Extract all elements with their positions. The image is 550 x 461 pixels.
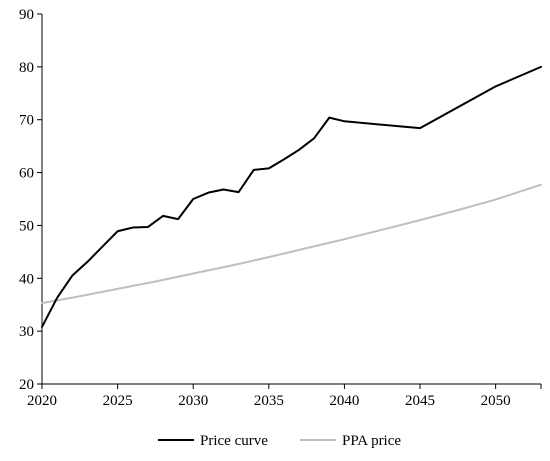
y-tick-label: 50 <box>19 218 34 234</box>
legend-ppa-price-label: PPA price <box>342 433 401 449</box>
y-tick-label: 70 <box>19 113 34 129</box>
x-tick-label: 2030 <box>178 393 208 409</box>
series-line-ppa-price <box>41 183 542 305</box>
y-tick-label: 20 <box>19 377 34 393</box>
x-tick-label: 2025 <box>103 393 133 409</box>
x-tick-label: 2040 <box>329 393 359 409</box>
x-tick-label: 2035 <box>254 393 284 409</box>
y-tick-label: 60 <box>19 166 34 182</box>
y-tick-label: 40 <box>19 271 34 287</box>
legend: Price curve PPA price <box>158 433 401 449</box>
x-tick-label: 2050 <box>481 393 511 409</box>
legend-price-curve-label: Price curve <box>200 433 268 449</box>
y-tick-label: 30 <box>19 324 34 340</box>
y-tick-label: 80 <box>19 60 34 76</box>
x-tick-label: 2020 <box>27 393 57 409</box>
series-layer <box>41 65 542 328</box>
y-tick-label: 90 <box>19 7 34 23</box>
x-tick-label: 2045 <box>405 393 435 409</box>
series-line-price-curve <box>41 65 542 328</box>
